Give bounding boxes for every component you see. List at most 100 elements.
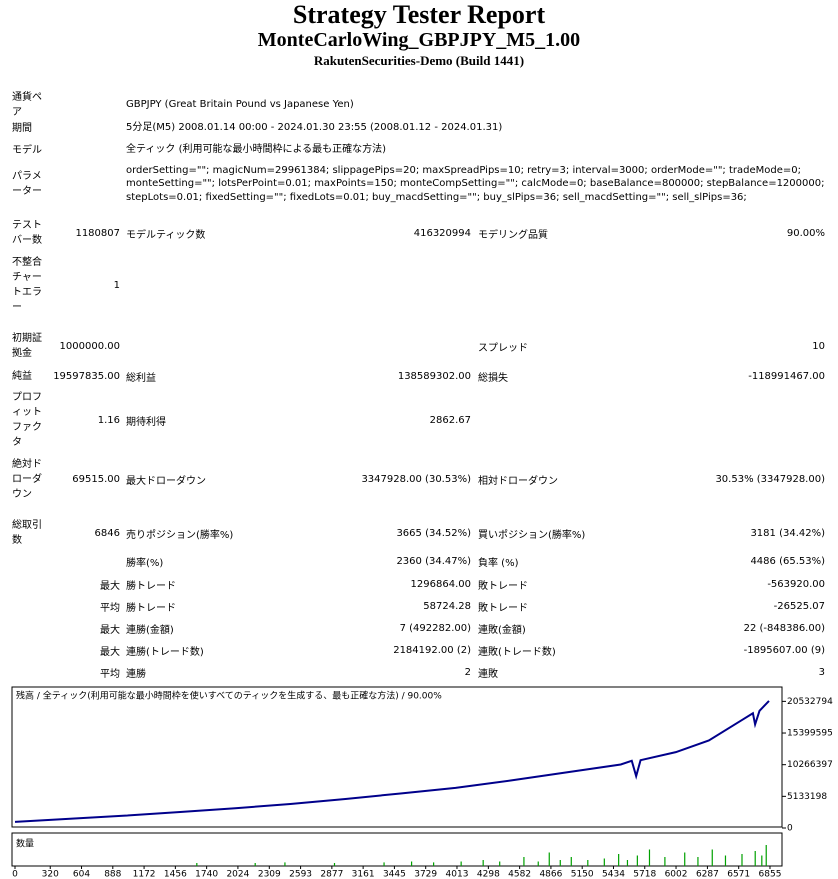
field-value: GBPJPY (Great Britain Pound vs Japanese … [126,99,354,111]
field-label: 期待利得 [126,416,166,428]
report-row: 平均 連勝 2 連敗 3 [0,664,838,680]
field-value: 6846 [94,527,120,539]
report-row: 通貨ペア GBPJPY (Great Britain Pound vs Japan… [0,92,838,118]
volume-bar [284,862,286,866]
x-tick-label: 6287 [696,870,719,879]
subtitle: MonteCarloWing_GBPJPY_M5_1.00 [257,29,581,51]
field-label: 通貨ペア [12,92,42,118]
field-value: 2 [464,666,471,678]
field-label: 敗トレード [478,580,528,592]
field-value: 4486 (65.53%) [750,555,825,567]
x-tick-label: 6002 [665,870,688,879]
volume-bar [383,862,385,866]
volume-bar [618,854,620,866]
field-label: モデルティック数 [126,229,206,241]
y-tick-label: 20532794 [787,697,833,707]
field-value: 平均 [100,602,120,614]
field-value: 2360 (34.47%) [396,555,471,567]
field-label: 連勝 [126,668,146,680]
field-value: -1895607.00 (9) [743,644,825,656]
volume-bar [697,857,699,866]
field-value: 1180807 [75,227,120,239]
field-value: 3665 (34.52%) [396,527,471,539]
volume-bar [333,863,336,866]
x-tick-label: 3729 [414,870,437,879]
field-label: プロフィットファクタ [12,392,42,448]
volume-bar [559,860,561,866]
field-label: 売りポジション(勝率%) [126,529,234,541]
field-label: 買いポジション(勝率%) [478,529,586,541]
y-tick-label: 10266397 [787,760,833,770]
field-label: 勝トレード [126,602,176,614]
volume-bar [587,860,589,866]
report-row: 期間 5分足(M5) 2008.01.14 00:00 - 2024.01.30 … [0,120,838,136]
balance-line [14,700,770,823]
report-row: モデル 全ティック (利用可能な最小時間枠による最も正確な方法) [0,142,838,158]
field-label: 連敗 [478,668,498,680]
x-tick-label: 5434 [602,870,625,879]
build: RakutenSecurities-Demo (Build 1441) [313,53,525,68]
volume-bar [754,851,756,866]
volume-bar [482,860,484,866]
field-value: 2184192.00 (2) [393,644,471,656]
field-label: 負率 (%) [478,557,519,569]
report-row: 初期証拠金 1000000.00 スプレッド 10 [0,331,838,361]
volume-bar [433,862,435,866]
volume-bar [523,857,525,866]
field-label: スプレッド [478,342,528,354]
field-value: 3 [818,666,825,678]
field-value: 5分足(M5) 2008.01.14 00:00 - 2024.01.30 23… [126,122,503,134]
volume-bar [684,852,686,866]
field-label: 最大ドローダウン [126,476,206,487]
volume-bar [196,863,198,866]
field-label: 絶対ドローダウン [12,459,42,500]
field-value: 416320994 [413,227,471,239]
x-tick-label: 2877 [320,870,343,879]
field-value: 最大 [100,624,120,636]
report-row: 平均 勝トレード 58724.28 敗トレード -26525.07 [0,598,838,614]
report-row: 勝率(%) 2360 (34.47%) 負率 (%) 4486 (65.53%) [0,553,838,569]
x-tick-label: 5150 [571,870,594,879]
x-tick-label: 1740 [195,870,218,879]
field-value: 22 (-848386.00) [743,622,825,634]
report-row: 総取引数 6846 売りポジション(勝率%) 3665 (34.52%) 買いポジション… [0,518,838,548]
volume-bar [765,845,767,866]
x-tick-label: 4013 [446,870,469,879]
field-value: 1000000.00 [59,340,120,352]
volume-bar [711,849,713,866]
volume-bar [254,863,256,866]
x-tick-label: 320 [42,870,59,879]
field-value: 最大 [100,580,120,592]
field-label: 敗トレード [478,602,528,614]
volume-bar [460,861,462,866]
field-value: 2862.67 [429,414,471,426]
field-value: 1296864.00 [410,578,471,590]
field-label: 不整合チャートエラー [12,257,42,313]
x-tick-label: 604 [73,870,90,879]
report-row: プロフィットファクタ 1.16 期待利得 2862.67 [0,390,838,450]
x-tick-label: 4298 [477,870,500,879]
field-label: 総利益 [126,372,156,384]
field-label: 連敗(金額) [478,624,526,636]
x-tick-label: 6855 [759,870,782,879]
x-tick-label: 1172 [133,870,156,879]
field-value: 3181 (34.42%) [750,527,825,539]
volume-bar [548,852,550,866]
volume-bar [636,855,638,866]
x-tick-label: 3161 [352,870,375,879]
field-value: -26525.07 [773,600,825,612]
field-value: 1.16 [97,414,120,426]
volume-bar [626,860,629,866]
field-value: 1 [113,279,120,291]
field-value: -563920.00 [767,578,825,590]
x-tick-label: 4582 [508,870,531,879]
field-value: orderSetting=""; magicNum=29961384; slip… [126,164,825,203]
y-tick-label: 15399595 [787,729,833,739]
x-tick-label: 2309 [258,870,281,879]
field-label: 連敗(トレード数) [478,646,556,658]
volume-bar [570,857,572,866]
report-row: 最大 連勝(金額) 7 (492282.00) 連敗(金額) 22 (-848386.0… [0,620,838,636]
x-tick-label: 2593 [289,870,312,879]
